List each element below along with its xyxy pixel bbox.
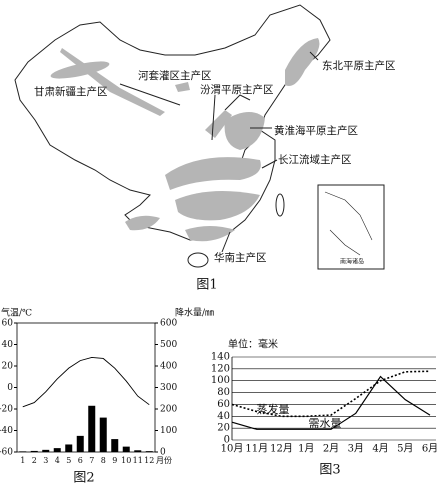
y2-tick-label: 400 [160,362,177,372]
map-label: 东北平原主产区 [322,59,396,72]
bar [111,439,119,452]
x-tick-label: 12 [144,456,154,465]
bar [88,405,96,452]
y-tick-label: 60 [2,319,14,329]
map-labels: 甘肃新疆主产区 河套灌区主产区 汾渭平原主产区 东北平原主产区 黄淮海平原主产区… [34,59,396,293]
y-tick-label: 120 [211,363,230,374]
x-tick-label: 10月 [221,443,244,455]
producing-areas [50,38,320,242]
inset-coast [324,191,373,256]
area-guangdong [185,226,235,242]
hainan [187,252,209,268]
leader [211,94,216,141]
bar [53,448,61,452]
data-line [22,356,150,408]
leader [309,51,319,61]
x-tick-label: 4 [55,456,60,465]
y-tick-label: 80 [217,387,230,398]
x-tick-label: 6月 [422,443,438,455]
bar [42,449,50,452]
x-axis-label: 月份 [156,455,172,465]
plot-frame [16,322,156,453]
y-tick-label: -20 [0,405,13,415]
x-tick-label: 4月 [372,443,388,455]
y2-axis-label: 降水量/㎜ [175,307,214,319]
area-south [175,191,260,221]
x-tick-label: 8 [101,456,106,465]
data-line [231,370,431,418]
map-label: 黄淮海平原主产区 [274,124,358,137]
x-tick-label: 1月 [298,443,314,455]
map-label: 华南主产区 [214,251,267,264]
data-line [231,375,431,430]
x-tick-label: 1 [20,456,25,465]
map [14,4,385,270]
y-tick-label: 20 [217,423,230,434]
y-tick-label: 0 [224,435,230,446]
x-tick-label: 3 [43,456,48,465]
y2-tick-label: 0 [160,448,166,458]
leader [119,83,181,106]
x-tick-label: 7 [89,456,94,465]
bar [76,435,84,452]
y-tick-label: -60 [0,448,13,458]
x-tick-label: 11月 [245,443,268,455]
y-tick-label: 20 [2,362,14,372]
y-tick-label: 60 [217,399,230,410]
bar [145,451,153,452]
x-tick-label: 3月 [348,443,364,455]
area-huanghuai [224,111,265,150]
caption: 图1 [196,278,217,293]
y2-tick-label: 500 [160,340,177,350]
series-annotation: 需水量 [309,417,342,430]
series-annotation: 蒸发量 [257,402,290,416]
inset-label: 南海诸岛 [340,258,364,266]
x-tick-label: 2月 [323,443,339,455]
y-tick-label: 40 [217,411,230,422]
y-tick-label: 40 [2,340,14,350]
x-tick-label: 6 [78,456,83,465]
caption: 图3 [319,463,340,478]
y-tick-label: 140 [211,352,230,363]
y2-tick-label: 100 [160,426,177,436]
area-hetao [175,82,190,92]
map-label: 长江流域主产区 [278,153,352,166]
bar [122,446,130,452]
x-tick-label: 10 [121,456,131,465]
leader-lines [119,51,319,253]
area-yangtze [165,157,261,190]
area-gansu [50,61,110,79]
x-tick-label: 5月 [397,443,413,455]
inset-frame [317,184,385,270]
map-label: 河套灌区主产区 [138,69,212,82]
bar [30,450,38,452]
leader [221,231,231,253]
map-label: 汾渭平原主产区 [200,83,274,96]
map-label: 甘肃新疆主产区 [34,85,108,98]
y-tick-label: 0 [7,383,13,393]
x-tick-label: 12月 [270,443,293,455]
y2-tick-label: 200 [160,405,177,415]
x-tick-label: 11 [133,456,143,465]
y-tick-label: 100 [211,375,230,386]
x-tick-label: 9 [112,456,117,465]
x-tick-label: 2 [32,456,37,465]
bar [99,417,107,452]
caption: 图2 [73,471,94,486]
y2-tick-label: 300 [160,383,177,393]
taiwan [275,193,285,217]
y-axis-label: 气温/℃ [1,307,32,319]
bar [65,444,73,452]
area-fenwei [205,110,232,138]
leader [261,159,278,169]
area-southwest [125,215,160,231]
unit-label: 单位：毫米 [228,338,278,351]
y-tick-label: -40 [0,426,13,436]
y2-tick-label: 600 [160,319,177,329]
area-northeast [285,38,320,86]
x-tick-label: 5 [66,456,71,465]
bar [19,451,27,452]
bar [134,450,142,452]
